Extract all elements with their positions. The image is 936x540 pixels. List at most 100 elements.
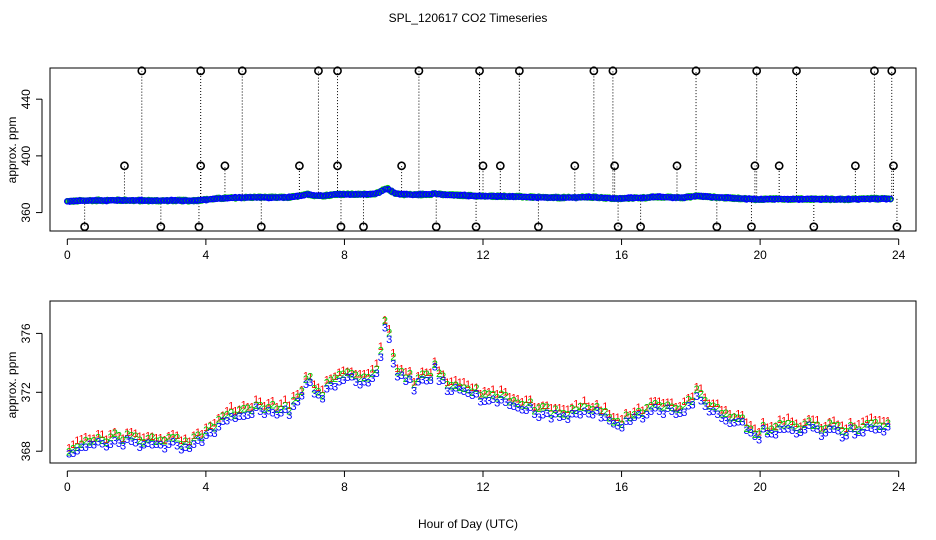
series-1-point: 1	[320, 384, 326, 396]
band-point	[319, 192, 327, 199]
outlier-point-high	[589, 66, 599, 76]
series-3-point: 3	[852, 430, 858, 442]
band-point	[123, 197, 130, 204]
series-3-point: 3	[220, 416, 226, 428]
band-point	[600, 194, 607, 202]
outlier-point-high	[237, 66, 247, 76]
series-2-point: 2	[665, 400, 671, 412]
band-point	[528, 193, 536, 201]
series-3-point: 3	[211, 428, 217, 440]
series-2-point: 2	[681, 401, 687, 413]
outlier-point-high	[514, 66, 524, 76]
band-point	[506, 193, 514, 200]
series-2-point: 2	[502, 391, 508, 403]
band-point	[693, 192, 701, 200]
top-panel: approx. ppm 0 4 8 12 16 20 24 360 400 440	[5, 66, 917, 262]
band-point	[313, 192, 320, 199]
band-point	[251, 194, 258, 201]
series-3-point: 3	[178, 445, 184, 457]
series-2-point: 2	[806, 416, 812, 428]
band-point	[877, 195, 885, 203]
band-point	[731, 194, 738, 202]
series-1-point: 1	[785, 412, 791, 424]
series-2-point: 2	[635, 406, 641, 418]
series-1-point: 1	[502, 387, 508, 399]
series-2-point: 2	[602, 407, 608, 419]
outlier-point-low	[336, 222, 346, 232]
series-3-point: 3	[573, 409, 579, 421]
outlier-point-low	[534, 222, 543, 232]
series-3-point: 3	[274, 410, 280, 422]
series-3-point: 3	[399, 370, 405, 382]
series-2-point: 2	[640, 408, 646, 420]
band-point	[799, 195, 807, 203]
series-2-point: 2	[116, 431, 122, 443]
band-point	[653, 193, 660, 201]
series-2-point: 2	[349, 369, 355, 381]
series-1-point: 1	[128, 426, 134, 438]
series-3-point: 3	[789, 425, 795, 437]
outlier-point-mid	[478, 161, 488, 171]
series-1-point: 1	[577, 401, 583, 413]
series-1-point: 1	[353, 369, 359, 381]
band-point	[796, 195, 804, 203]
outlier-point-high	[333, 66, 342, 76]
series-2-point: 2	[473, 383, 479, 395]
series-2-point: 2	[523, 400, 529, 412]
band-point	[76, 197, 84, 205]
band-point	[715, 194, 723, 201]
series-3-point: 3	[403, 376, 409, 388]
series-1-point: 1	[145, 430, 151, 442]
band-point	[709, 193, 716, 201]
series-1-point: 1	[660, 397, 666, 409]
series-1-point: 1	[781, 415, 787, 427]
series-1-point: 1	[511, 392, 517, 404]
outlier-point-low	[156, 222, 166, 232]
series-1-point: 1	[548, 403, 554, 415]
series-3-point: 3	[120, 441, 126, 453]
series-1-point: 1	[507, 392, 513, 404]
series-2-point: 2	[831, 421, 837, 433]
series-1-point: 1	[856, 419, 862, 431]
band-point	[117, 197, 124, 204]
series-3-point: 3	[877, 424, 883, 436]
band-point	[484, 192, 492, 200]
band-point	[497, 192, 504, 200]
series-2-point: 2	[444, 380, 450, 392]
y-tick-label: 400	[19, 146, 33, 166]
series-3-point: 3	[145, 438, 151, 450]
series-2-point: 2	[207, 421, 213, 433]
series-3-point: 3	[764, 429, 770, 441]
series-1-point: 1	[423, 367, 429, 379]
band-point	[269, 194, 277, 201]
outlier-point-mid	[196, 161, 206, 171]
series-2-point: 2	[166, 433, 172, 445]
series-2-point: 2	[390, 351, 396, 363]
outlier-point-mid	[333, 161, 342, 171]
series-2-point: 2	[170, 433, 176, 445]
outlier-point-mid	[750, 161, 760, 171]
series-1-point: 1	[843, 423, 849, 435]
band-point	[622, 195, 629, 202]
series-2-point: 2	[744, 423, 750, 435]
series-3-point: 3	[83, 442, 89, 454]
series-2-point: 2	[852, 423, 858, 435]
series-1-point: 1	[735, 409, 741, 421]
band-point	[288, 193, 296, 201]
band-point	[350, 191, 358, 198]
band-point	[534, 194, 542, 201]
series-1-point: 1	[328, 373, 334, 385]
outlier-point-mid	[889, 161, 898, 171]
series-3-point: 3	[390, 358, 396, 370]
series-2-point: 2	[374, 364, 380, 376]
series-2-point: 2	[153, 436, 159, 448]
series-1-point: 1	[453, 374, 459, 386]
band-point	[403, 191, 411, 198]
series-1-point: 1	[635, 402, 641, 414]
band-point	[335, 190, 342, 198]
series-1-point: 1	[872, 415, 878, 427]
series-2-point: 2	[781, 419, 787, 431]
series-2-point: 2	[270, 400, 276, 412]
band-point	[142, 197, 149, 204]
